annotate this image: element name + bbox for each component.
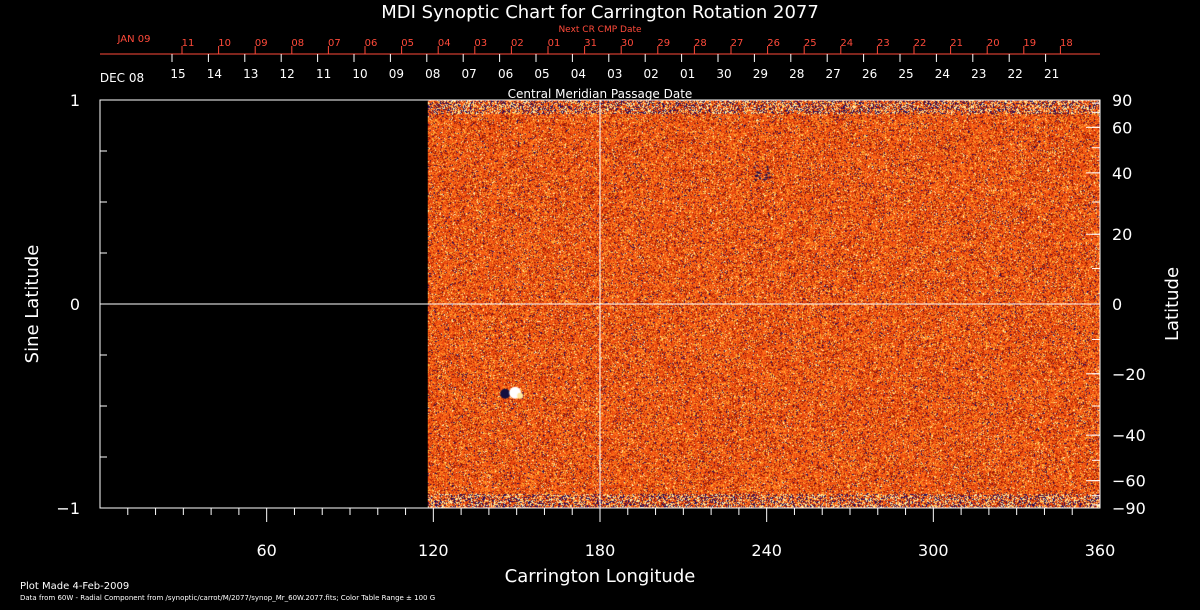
next-cr-date: 29: [657, 38, 670, 49]
cmp-date: 02: [644, 67, 659, 81]
x-tick-label: 180: [585, 541, 616, 560]
cmp-ticks: 15 14 13 12 11 10 09 08 07 06 05 04 03 02 01 30 29 28 27 26…: [170, 54, 1059, 81]
next-cr-date: 09: [255, 38, 268, 49]
cmp-date: 24: [935, 67, 950, 81]
cmp-date: 06: [498, 67, 513, 81]
y-right-tick-label: 40: [1112, 164, 1132, 183]
y-left-tick-label: −1: [56, 499, 80, 518]
y-right-tick-label: 0: [1112, 295, 1122, 314]
next-cr-date: 01: [548, 38, 561, 49]
y-axis-left: 1 0 −1: [56, 91, 114, 518]
next-cr-date: 25: [804, 38, 817, 49]
cmp-date: 07: [462, 67, 477, 81]
y-axis-right: 90 60 40 20 0 −20 −40 −60 −90: [1086, 91, 1146, 518]
cmp-date: 26: [862, 67, 877, 81]
cmp-date: 15: [170, 67, 185, 81]
cmp-date: 25: [898, 67, 913, 81]
next-cr-date: 10: [218, 38, 231, 49]
next-cr-date: 22: [914, 38, 927, 49]
cmp-date: 05: [534, 67, 549, 81]
next-cr-date: 18: [1060, 38, 1073, 49]
y-right-tick-label: −40: [1112, 426, 1146, 445]
next-cr-date: 06: [365, 38, 378, 49]
y-right-tick-label: 20: [1112, 225, 1132, 244]
cmp-date: 29: [753, 67, 768, 81]
x-tick-label: 360: [1085, 541, 1116, 560]
x-tick-label: 240: [751, 541, 782, 560]
next-cr-date: 23: [877, 38, 890, 49]
y-right-tick-label: −90: [1112, 499, 1146, 518]
cmp-date: 10: [352, 67, 367, 81]
x-tick-label: 300: [918, 541, 949, 560]
x-tick-label: 60: [256, 541, 276, 560]
next-cr-date: 04: [438, 38, 451, 49]
y-axis-label-right: Latitude: [1162, 267, 1183, 341]
next-cr-date: 07: [328, 38, 341, 49]
next-cr-date: 11: [182, 38, 195, 49]
cmp-date: 30: [716, 67, 731, 81]
cmp-date: 03: [607, 67, 622, 81]
cmp-date-label: Central Meridian Passage Date: [508, 87, 693, 101]
cmp-date: 12: [280, 67, 295, 81]
next-cr-ticks: 11 10 09 08 07 06 05 04 03 02 01 31 30 29 28 27 26 25 24 23…: [181, 38, 1073, 54]
cmp-date: 23: [971, 67, 986, 81]
next-cr-date: 08: [291, 38, 304, 49]
next-cr-date: 24: [840, 38, 853, 49]
data-source-note: Data from 60W - Radial Component from /s…: [20, 594, 435, 602]
next-cr-date: 03: [474, 38, 487, 49]
y-right-tick-label: 90: [1112, 91, 1132, 110]
next-cr-month-label: JAN 09: [117, 34, 151, 45]
cmp-date: 28: [789, 67, 804, 81]
cmp-date: 09: [389, 67, 404, 81]
y-right-tick-label: −60: [1112, 472, 1146, 491]
cmp-month-label: DEC 08: [100, 71, 144, 85]
next-cr-label: Next CR CMP Date: [558, 25, 642, 35]
x-tick-label: 120: [418, 541, 449, 560]
next-cr-date: 21: [950, 38, 963, 49]
y-right-tick-label: −20: [1112, 365, 1146, 384]
cmp-date: 27: [826, 67, 841, 81]
cmp-date: 01: [680, 67, 695, 81]
cmp-date: 04: [571, 67, 586, 81]
next-cr-date: 26: [767, 38, 780, 49]
cmp-date: 14: [207, 67, 222, 81]
next-cr-date: 20: [987, 38, 1000, 49]
cmp-date: 13: [243, 67, 258, 81]
cmp-date: 08: [425, 67, 440, 81]
y-left-tick-label: 1: [70, 91, 80, 110]
cmp-date: 11: [316, 67, 331, 81]
cmp-date: 22: [1008, 67, 1023, 81]
chart-title: MDI Synoptic Chart for Carrington Rotati…: [381, 2, 819, 23]
next-cr-date: 19: [1023, 38, 1036, 49]
cmp-date: 21: [1044, 67, 1059, 81]
next-cr-date: 28: [694, 38, 707, 49]
plot-made-text: Plot Made 4-Feb-2009: [20, 581, 129, 592]
y-axis-label-left: Sine Latitude: [22, 245, 43, 364]
y-right-tick-label: 60: [1112, 118, 1132, 137]
next-cr-date: 31: [584, 38, 597, 49]
next-cr-date: 02: [511, 38, 524, 49]
next-cr-date: 30: [621, 38, 634, 49]
next-cr-date: 27: [731, 38, 744, 49]
y-left-tick-label: 0: [70, 295, 80, 314]
next-cr-date: 05: [401, 38, 414, 49]
x-axis-label: Carrington Longitude: [505, 566, 696, 587]
x-axis: 60 120 180 240 300 360: [127, 508, 1116, 560]
